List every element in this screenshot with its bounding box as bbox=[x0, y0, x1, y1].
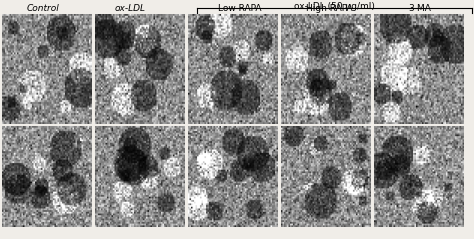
Text: High RAPA: High RAPA bbox=[306, 4, 353, 13]
Text: 3-MA: 3-MA bbox=[408, 4, 431, 13]
Text: Low RAPA: Low RAPA bbox=[218, 4, 261, 13]
Text: Control: Control bbox=[26, 4, 59, 13]
Bar bbox=[114, 42, 129, 82]
Text: ox-LDL: ox-LDL bbox=[115, 4, 146, 13]
Bar bbox=[224, 47, 239, 89]
Bar bbox=[445, 29, 459, 69]
Text: ox-LDL (50 μg/ml): ox-LDL (50 μg/ml) bbox=[294, 2, 374, 11]
Bar bbox=[3, 27, 18, 67]
Bar bbox=[334, 30, 349, 67]
